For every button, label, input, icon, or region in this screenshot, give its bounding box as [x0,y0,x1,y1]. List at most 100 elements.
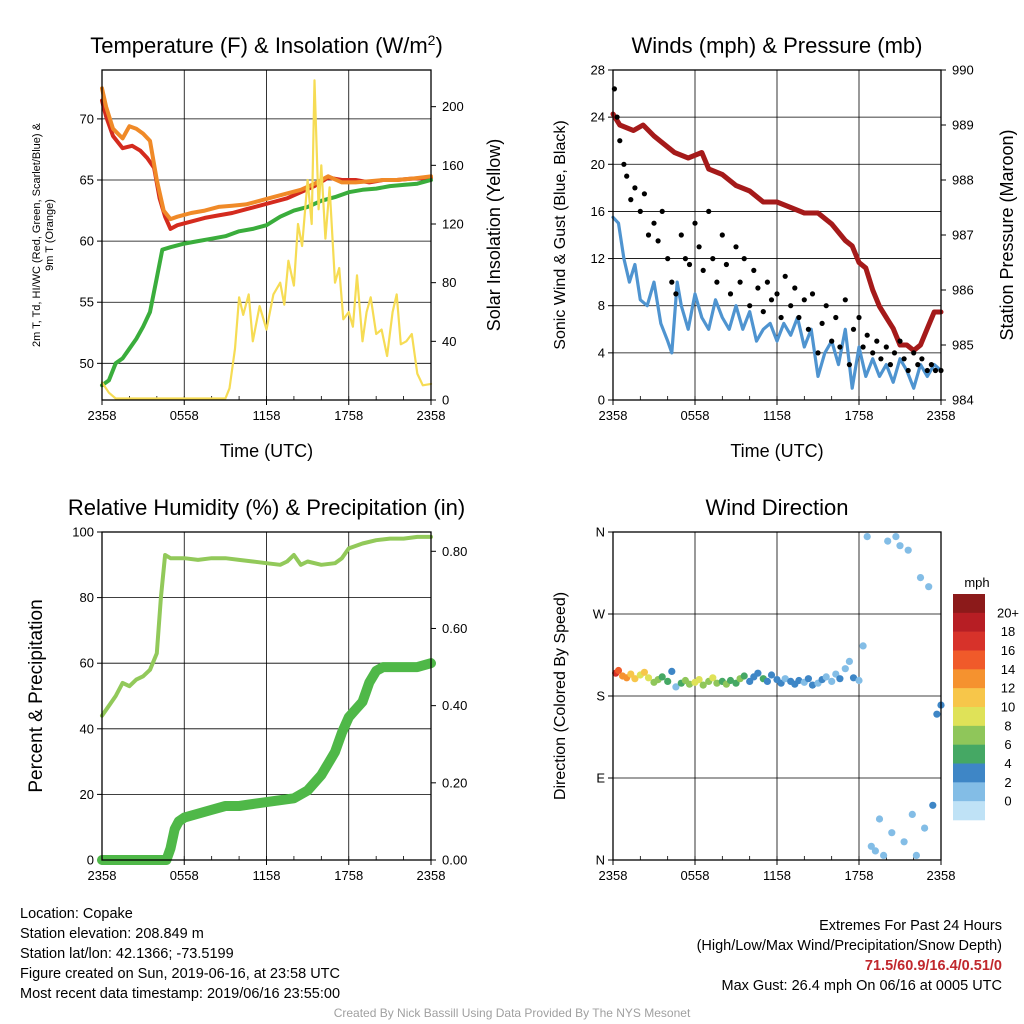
y-tick-label: 65 [80,173,94,188]
y-axis-label: Direction (Colored By Speed) [552,592,569,800]
direction-point [754,669,762,677]
colorbar-label: 8 [1004,718,1011,733]
x-tick-label: 1758 [334,868,363,883]
gust-point [723,261,730,268]
gust-point [774,291,780,297]
direction-point [925,583,933,591]
series-line [100,79,433,400]
gust-point [829,338,835,344]
gust-point [733,244,739,250]
gust-point [870,350,876,356]
colorbar-swatch [953,612,985,632]
direction-point [763,677,772,686]
gust-point [669,279,675,285]
colorbar-title: mph [964,575,989,590]
gust-point [678,232,684,238]
colorbar-label: 18 [1001,624,1015,639]
direction-point [699,681,707,689]
y-tick-label: N [596,525,605,540]
direction-point [849,674,858,682]
x-axis-label: Time (UTC) [220,441,313,461]
gust-point [628,197,634,203]
gust-point [883,344,889,350]
x-tick-label: 1158 [763,868,791,883]
gust-point [751,267,757,273]
extremes-subtitle: (High/Low/Max Wind/Precipitation/Snow De… [696,938,1002,954]
gust-point [856,314,862,321]
chart-title: Wind Direction [705,495,848,520]
y-right-tick-label: 160 [442,158,464,173]
y-tick-label: 40 [80,721,94,736]
direction-point [740,672,748,680]
gust-point [901,356,907,362]
colorbar-label: 14 [1001,662,1015,677]
y-axis-label: Sonic Wind & Gust (Blue, Black) [552,120,569,349]
chart-title: Winds (mph) & Pressure (mb) [632,33,923,58]
direction-point [888,829,896,837]
y-right-tick-label: 988 [952,173,974,188]
direction-point [822,673,830,681]
gust-point [778,314,784,321]
y-tick-label: 16 [591,204,605,219]
gust-point [815,350,821,356]
credit-text: Created By Nick Bassill Using Data Provi… [333,1006,691,1020]
recent-data-text: Most recent data timestamp: 2019/06/16 2… [20,986,341,1002]
temperature-chart: 2358 0558 1158 1758 2358 50 55 60 65 70 0 40 80 120 16… [31,32,504,461]
x-tick-label: 2358 [417,868,446,883]
direction-point [804,675,813,683]
max-gust-text: Max Gust: 26.4 mph On 06/16 at 0005 UTC [721,978,1002,994]
colorbar-label: 20+ [997,605,1019,620]
direction-point [640,668,649,676]
x-tick-label: 0558 [170,408,199,423]
colorbar-label: 6 [1004,737,1011,752]
gust-point [659,208,665,214]
direction-point [627,670,635,678]
gust-point [792,285,798,291]
colorbar-label: 4 [1004,756,1011,771]
colorbar-swatch [953,707,985,727]
direction-point [664,677,672,686]
gust-point [673,291,679,297]
colorbar-swatch [953,744,985,764]
y-right-axis-label: Station Pressure (Maroon) [997,129,1017,340]
series-line [611,215,943,390]
direction-point [912,851,921,860]
gust-point [805,326,812,332]
gust-point [737,279,743,285]
gust-point [696,244,702,250]
location-text: Location: Copake [20,906,133,922]
y-tick-label: 0 [598,393,605,408]
gust-point [637,208,643,214]
series-line [100,178,433,388]
x-tick-label: 1758 [334,408,363,423]
colorbar-swatch [953,669,985,689]
colorbar-swatch [953,801,985,821]
y-right-tick-label: 984 [952,393,974,408]
extremes-title: Extremes For Past 24 Hours [819,918,1002,934]
y-right-tick-label: 0.20 [442,775,467,790]
x-tick-label: 2358 [927,868,956,883]
x-tick-label: 2358 [88,408,117,423]
direction-point [904,546,912,554]
direction-point [916,574,925,582]
gust-point [632,185,638,191]
colorbar-swatch [953,725,985,745]
x-tick-label: 2358 [927,408,956,423]
y-tick-label: S [596,689,605,704]
gust-point [819,320,825,326]
gust-point [700,267,706,273]
y-tick-label: W [593,607,606,622]
y-right-tick-label: 987 [952,228,974,243]
elevation-text: Station elevation: 208.849 m [20,926,204,942]
x-tick-label: 1158 [253,868,281,883]
gust-point [614,114,620,120]
y-axis-label: Percent & Precipitation [26,599,47,792]
x-tick-label: 1158 [763,408,791,423]
plot-border [612,69,942,401]
created-text: Figure created on Sun, 2019-06-16, at 23… [20,966,340,982]
direction-point [672,683,680,691]
gust-point [823,303,829,309]
x-tick-label: 1758 [845,868,874,883]
gust-point [928,362,935,368]
